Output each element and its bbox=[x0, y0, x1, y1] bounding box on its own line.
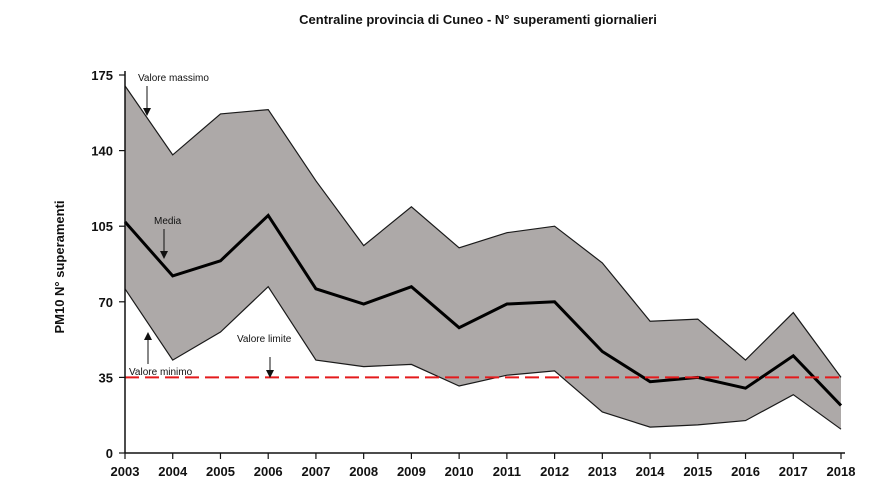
x-tick-label: 2018 bbox=[827, 464, 856, 479]
x-tick-label: 2007 bbox=[301, 464, 330, 479]
y-tick-label: 0 bbox=[106, 446, 113, 461]
range-band bbox=[125, 85, 841, 430]
annotation-limit-arrowhead bbox=[266, 370, 274, 378]
y-tick-label: 70 bbox=[99, 295, 113, 310]
y-tick-label: 140 bbox=[91, 144, 113, 159]
annotation-max: Valore massimo bbox=[138, 73, 209, 84]
x-tick-label: 2012 bbox=[540, 464, 569, 479]
chart-title: Centraline provincia di Cuneo - N° super… bbox=[299, 12, 657, 27]
x-tick-label: 2008 bbox=[349, 464, 378, 479]
y-axis-label: PM10 N° superamenti bbox=[52, 200, 67, 333]
x-tick-label: 2006 bbox=[254, 464, 283, 479]
annotation-min: Valore minimo bbox=[129, 367, 193, 378]
x-tick-label: 2009 bbox=[397, 464, 426, 479]
series-line-min bbox=[124, 285, 842, 430]
x-tick-label: 2016 bbox=[731, 464, 760, 479]
x-tick-label: 2014 bbox=[636, 464, 666, 479]
x-tick-label: 2015 bbox=[683, 464, 712, 479]
plot-area bbox=[123, 85, 845, 430]
annotation-limit: Valore limite bbox=[237, 334, 292, 345]
y-tick-label: 35 bbox=[99, 370, 113, 385]
y-tick-label: 175 bbox=[91, 68, 113, 83]
x-tick-label: 2005 bbox=[206, 464, 235, 479]
x-tick-label: 2010 bbox=[445, 464, 474, 479]
y-ticks: 0 35 70 105 140 175 bbox=[91, 68, 125, 461]
series-line-mean bbox=[123, 213, 843, 407]
x-tick-label: 2017 bbox=[779, 464, 808, 479]
annotation-min-arrowhead bbox=[144, 332, 152, 340]
series-line-max bbox=[124, 85, 842, 378]
x-tick-label: 2003 bbox=[111, 464, 140, 479]
x-tick-label: 2004 bbox=[158, 464, 188, 479]
annotation-mean: Media bbox=[154, 216, 182, 227]
x-ticks: 2003 2004 2005 2006 2007 2008 2009 2010 2011 2012… bbox=[111, 453, 856, 479]
x-tick-label: 2011 bbox=[493, 464, 521, 479]
x-tick-label: 2013 bbox=[588, 464, 617, 479]
annotation-mean-arrowhead bbox=[160, 251, 168, 259]
y-tick-label: 105 bbox=[91, 219, 113, 234]
annotation-max-arrowhead bbox=[143, 108, 151, 116]
